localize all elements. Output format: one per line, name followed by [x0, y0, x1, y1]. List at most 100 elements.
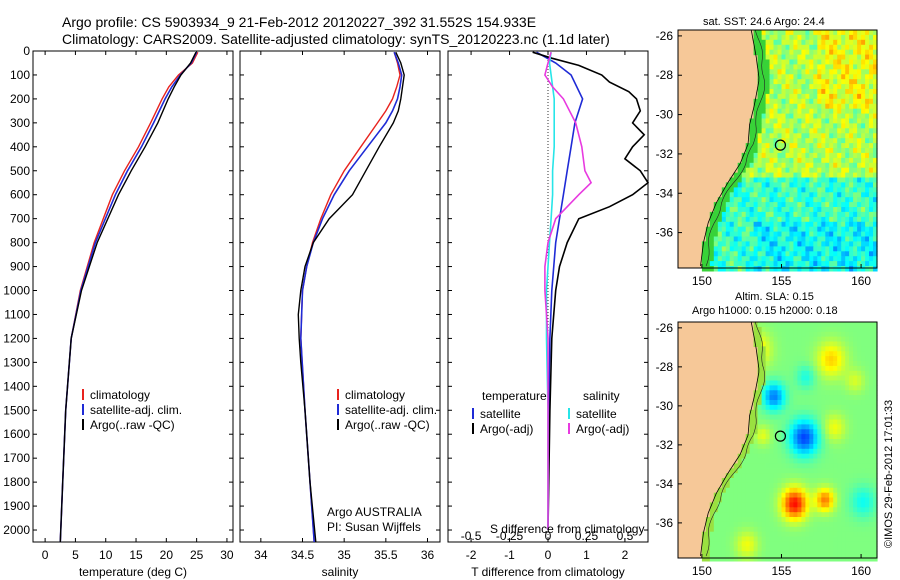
map-cell: [781, 463, 787, 469]
map-cell: [789, 551, 794, 557]
map-cell: [773, 202, 779, 208]
map-cell: [769, 143, 775, 149]
map-cell: [749, 546, 755, 552]
map-cell: [841, 551, 846, 557]
map-frame: [677, 321, 878, 559]
map-cell: [849, 531, 854, 538]
map-cell: [849, 167, 854, 174]
map-cell: [833, 256, 838, 262]
map-cell: [765, 54, 771, 61]
map-cell: [713, 246, 719, 252]
map-cell: [853, 497, 858, 503]
map-cell: [825, 526, 830, 533]
map-cell: [869, 463, 874, 469]
map-cell: [809, 74, 814, 80]
map-cell: [849, 536, 854, 542]
map-cell: [857, 497, 862, 503]
map-cell: [805, 526, 810, 533]
map-cell: [785, 341, 791, 347]
map-cell: [809, 487, 814, 494]
map-cell: [785, 251, 791, 257]
map-cell: [817, 69, 822, 75]
map-cell: [853, 162, 858, 169]
map-cell: [757, 49, 763, 56]
map-cell: [829, 148, 834, 154]
map-cell: [865, 54, 870, 61]
map-cell: [773, 385, 779, 391]
map-cell: [849, 541, 854, 547]
map-cell: [777, 207, 783, 213]
map-cell: [869, 326, 874, 333]
map-cell: [865, 365, 870, 372]
map-cell: [837, 49, 842, 56]
map-cell: [777, 351, 783, 357]
map-cell: [777, 424, 783, 430]
map-cell: [861, 157, 866, 164]
map-cell: [801, 64, 806, 70]
map-cell: [845, 123, 850, 129]
map-cell: [869, 434, 874, 440]
map-cell: [797, 448, 802, 455]
map-cell: [773, 226, 779, 233]
map-cell: [849, 458, 854, 464]
map-cell: [813, 326, 818, 333]
map-cell: [801, 261, 806, 267]
map-cell: [765, 502, 771, 508]
map-cell: [861, 59, 866, 65]
map-cell: [721, 551, 727, 557]
map-cell: [817, 507, 822, 513]
map-cell: [869, 556, 874, 562]
map-cell: [765, 536, 771, 542]
map-cell: [813, 365, 818, 372]
map-cell: [873, 256, 878, 262]
map-cell: [873, 123, 878, 129]
map-cell: [861, 351, 866, 357]
map-cell: [849, 84, 854, 90]
map-cell: [761, 98, 767, 105]
map-cell: [765, 322, 771, 328]
map-cell: [829, 197, 834, 203]
map-cell: [829, 448, 834, 455]
map-cell: [749, 424, 755, 430]
map-cell: [861, 162, 866, 169]
map-cell: [873, 541, 878, 547]
map-cell: [773, 346, 779, 352]
map-cell: [817, 138, 822, 144]
map-cell: [717, 502, 723, 508]
map-cell: [781, 502, 787, 508]
map-cell: [809, 30, 814, 36]
map-cell: [865, 380, 870, 386]
map-cell: [797, 266, 802, 272]
map-cell: [785, 507, 791, 513]
map-cell: [769, 182, 775, 188]
map-cell: [857, 182, 862, 188]
map-cell: [821, 84, 826, 90]
map-cell: [837, 113, 842, 120]
map-cell: [793, 453, 798, 460]
map-cell: [817, 108, 822, 115]
map-cell: [869, 424, 874, 430]
map-cell: [837, 152, 842, 159]
map-cell: [857, 390, 862, 396]
map-cell: [857, 375, 862, 382]
x-tick-label: 15: [129, 548, 143, 562]
map-cell: [841, 424, 846, 430]
map-cell: [757, 541, 763, 547]
map-cell: [757, 487, 763, 494]
map-cell: [753, 487, 759, 494]
map-cell: [869, 482, 874, 489]
map-cell: [829, 152, 834, 159]
map-cell: [781, 152, 787, 159]
figure-title-line2: Climatology: CARS2009. Satellite-adjuste…: [62, 31, 610, 47]
map-cell: [733, 221, 739, 228]
map-cell: [853, 59, 858, 65]
map-cell: [809, 211, 814, 218]
map-cell: [745, 216, 751, 223]
map-cell: [797, 118, 802, 124]
map-cell: [721, 526, 727, 533]
map-cell: [817, 44, 822, 51]
map-cell: [865, 497, 870, 503]
map-cell: [845, 226, 850, 233]
map-cell: [821, 448, 826, 455]
map-cell: [861, 400, 866, 406]
